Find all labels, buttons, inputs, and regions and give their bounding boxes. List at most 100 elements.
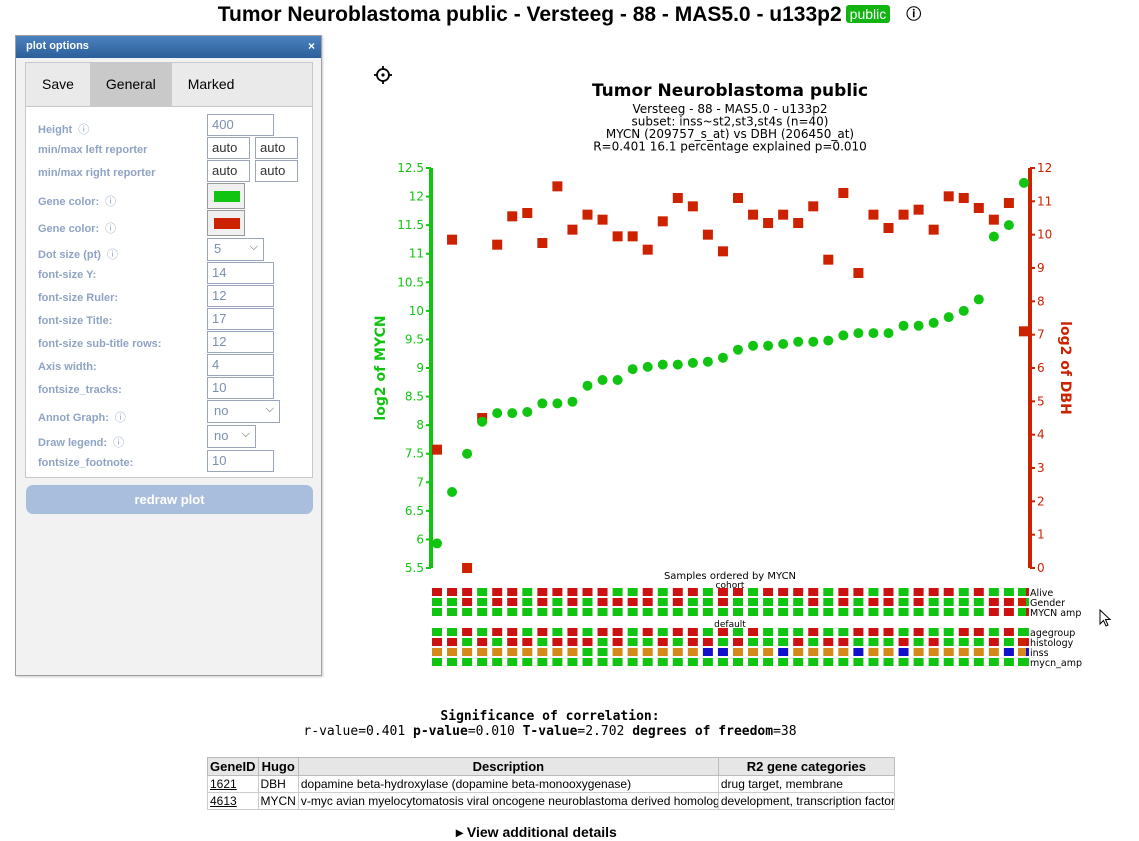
track-cell [958, 638, 969, 646]
left-tick-label: 11 [409, 247, 424, 261]
track-cell [973, 658, 984, 666]
track-cell [462, 648, 473, 656]
track-cell [447, 658, 458, 666]
track-cell [687, 628, 698, 636]
track-cell [702, 648, 713, 656]
track-cell [1003, 598, 1014, 606]
track-cell [853, 608, 864, 616]
mycn-point [778, 339, 789, 349]
track-cell [462, 598, 473, 606]
mycn-point [552, 398, 563, 409]
gene-color-1-picker[interactable] [207, 183, 245, 209]
track-cell [943, 598, 954, 606]
track-cell [928, 648, 939, 656]
minmax-left-max-input[interactable]: auto [255, 137, 298, 159]
track-cell [672, 588, 683, 596]
right-tick-label: 1 [1037, 528, 1045, 542]
track-cell [958, 588, 969, 596]
track-cell [793, 628, 804, 636]
track-cell [627, 648, 638, 656]
mycn-point [973, 294, 984, 305]
minmax-right-max-input[interactable]: auto [255, 160, 298, 182]
track-cell [522, 588, 533, 596]
track-cell [778, 658, 789, 666]
track-cell [838, 598, 849, 606]
track-cell [853, 588, 864, 596]
track-cell [868, 588, 879, 596]
tab-marked[interactable]: Marked [187, 76, 235, 92]
track-cell [1003, 628, 1014, 636]
dot-size-select[interactable]: 5 ⌵ [207, 238, 264, 261]
redraw-plot-button[interactable]: redraw plot [26, 485, 313, 514]
table-row: 4613 MYCN v-myc avian myelocytomatosis v… [207, 792, 895, 810]
mycn-point [567, 396, 578, 407]
font-size-title-input[interactable]: 17 [207, 308, 274, 330]
mycn-point [1003, 220, 1014, 231]
track-cell [717, 608, 728, 616]
info-icon[interactable]: ⓘ [78, 124, 90, 136]
chart-subtitle: Versteeg - 88 - MAS5.0 - u133p2 [632, 102, 827, 116]
track-cell [657, 598, 668, 606]
geneid-link[interactable]: 4613 [210, 794, 237, 808]
font-size-y-input[interactable]: 14 [207, 262, 274, 284]
height-input[interactable]: 400 [207, 114, 274, 136]
dbh-point [868, 209, 879, 220]
font-size-ruler-input[interactable]: 12 [207, 285, 274, 307]
draw-legend-select[interactable]: no ⌵ [207, 425, 256, 448]
track-cell [733, 648, 743, 656]
track-cell [522, 608, 533, 616]
color-swatch [214, 191, 240, 202]
track-cell [537, 608, 548, 616]
track-cell [808, 658, 819, 666]
left-tick-label: 5.5 [405, 561, 424, 575]
track-cell [733, 638, 743, 646]
track-cell [823, 658, 834, 666]
track-cell [522, 638, 533, 646]
info-icon[interactable]: ⓘ [113, 437, 125, 449]
target-icon[interactable] [373, 65, 393, 85]
minmax-left-min-input[interactable]: auto [207, 137, 250, 159]
panel-header[interactable]: plot options × [16, 36, 321, 58]
fontsize-footnote-input[interactable]: 10 [207, 450, 274, 472]
track-cell [552, 638, 563, 646]
info-icon[interactable]: ⓘ [114, 412, 126, 424]
view-details-toggle[interactable]: ▸ View additional details [456, 824, 617, 840]
info-icon[interactable]: ⓘ [105, 196, 117, 208]
annot-graph-select[interactable]: no ⌵ [207, 400, 280, 423]
track-cell [702, 608, 713, 616]
axis-width-input[interactable]: 4 [207, 354, 274, 376]
minmax-right-label: min/max right reporter [38, 167, 156, 179]
tab-save[interactable]: Save [42, 76, 74, 92]
track-cell [838, 658, 849, 666]
t-value: 2.702 [585, 724, 625, 739]
track-cell [793, 648, 804, 656]
track-cell [687, 658, 698, 666]
track-cell [988, 608, 999, 616]
track-cell [537, 648, 548, 656]
info-icon[interactable]: ⓘ [106, 249, 118, 261]
minmax-right-min-input[interactable]: auto [207, 160, 250, 182]
close-icon[interactable]: × [307, 39, 315, 53]
track-cell [597, 588, 608, 596]
track-cell [432, 658, 442, 666]
info-icon[interactable]: ⓘ [105, 223, 117, 235]
dbh-point [462, 563, 473, 573]
public-badge[interactable]: public [845, 5, 891, 23]
track-cell [552, 628, 563, 636]
dbh-point [928, 224, 939, 235]
dbh-point [838, 188, 849, 198]
track-cell [973, 628, 984, 636]
font-size-subtitle-input[interactable]: 12 [207, 331, 274, 353]
tab-general[interactable]: General [89, 63, 172, 107]
dbh-point [793, 218, 804, 228]
geneid-link[interactable]: 1621 [210, 777, 237, 791]
track-cell [898, 608, 909, 616]
fontsize-tracks-input[interactable]: 10 [207, 377, 274, 399]
track-cell [582, 608, 593, 616]
track-cell [462, 638, 473, 646]
info-icon[interactable]: ⓘ [906, 6, 922, 23]
dbh-point [567, 224, 578, 235]
track-cell [838, 588, 849, 596]
gene-color-2-picker[interactable] [207, 210, 245, 236]
hugo-cell: DBH [257, 775, 299, 793]
